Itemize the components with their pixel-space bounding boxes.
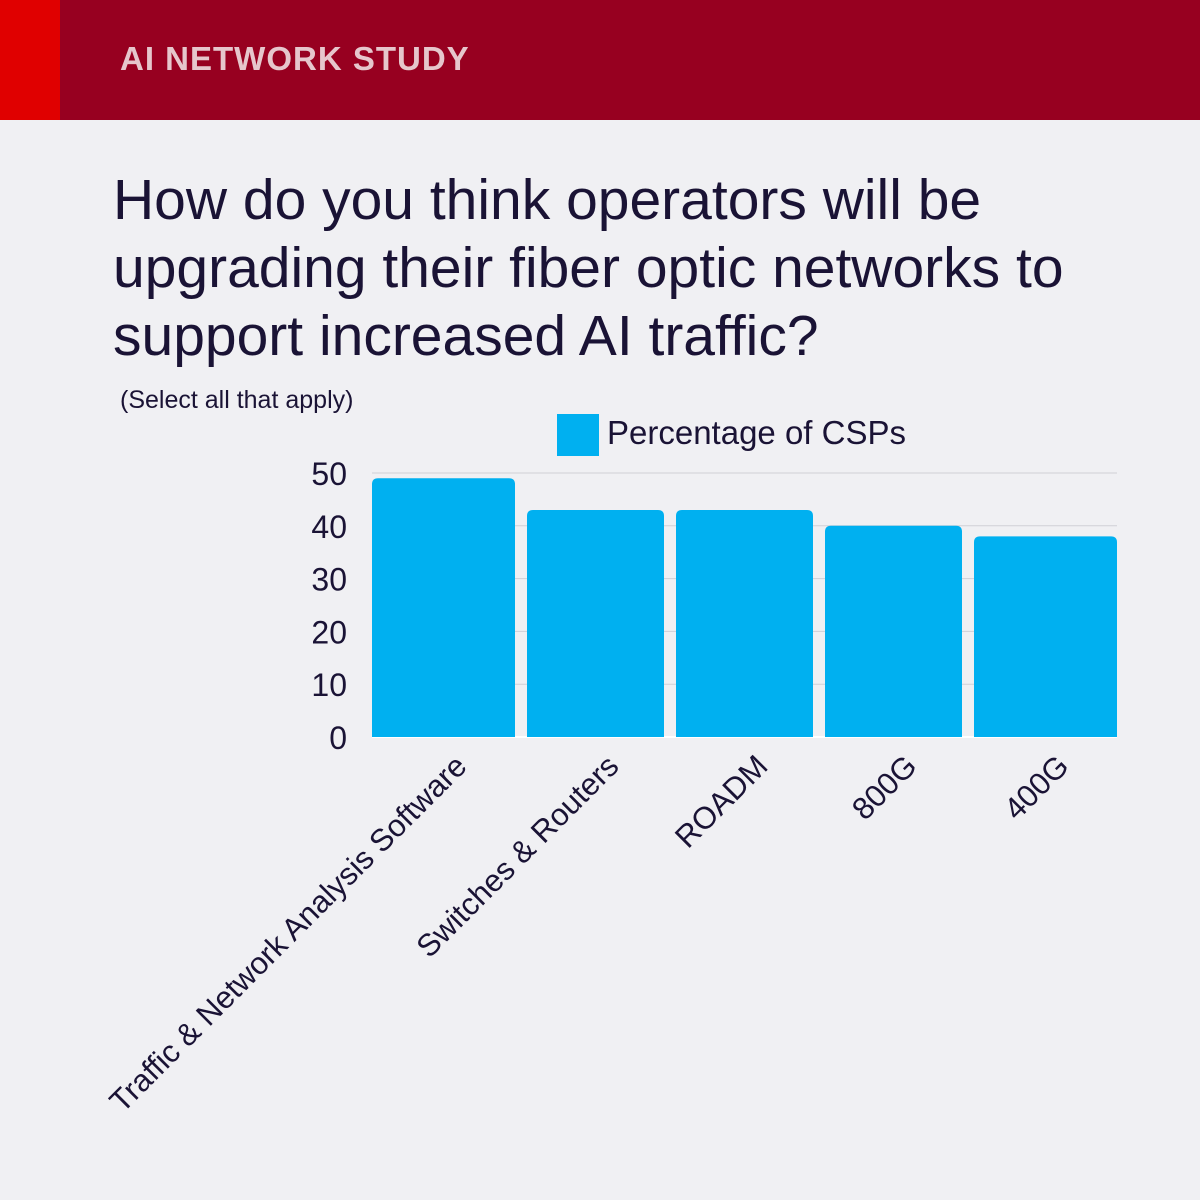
- x-tick-label: ROADM: [668, 748, 774, 854]
- select-all-note: (Select all that apply): [120, 386, 354, 414]
- header-accent-block: [0, 0, 60, 120]
- header-bar: [0, 0, 1200, 120]
- x-tick-label: 800G: [845, 748, 923, 826]
- y-tick-label: 0: [329, 720, 347, 756]
- x-axis-ticks: Traffic & Network Analysis SoftwareSwitc…: [103, 748, 1076, 1119]
- legend-swatch: [557, 414, 599, 456]
- y-tick-label: 40: [311, 509, 347, 545]
- question-title: How do you think operators will be upgra…: [113, 168, 1064, 368]
- legend-label: Percentage of CSPs: [607, 414, 906, 451]
- y-tick-label: 10: [311, 667, 347, 703]
- header-title: AI NETWORK STUDY: [120, 40, 470, 77]
- bar-400g: [974, 536, 1117, 737]
- bar-800g: [825, 525, 962, 737]
- bar-traffic-network-analysis-software: [372, 478, 515, 737]
- x-tick-label: 400G: [997, 748, 1075, 826]
- y-tick-label: 50: [311, 456, 347, 492]
- bar-switches-routers: [527, 509, 664, 737]
- y-axis-ticks: 0 10 20 30 40 50: [311, 456, 347, 756]
- y-tick-label: 20: [311, 614, 347, 650]
- bars: [372, 478, 1117, 737]
- bar-roadm: [676, 509, 813, 737]
- legend: Percentage of CSPs: [557, 414, 906, 456]
- y-tick-label: 30: [311, 562, 347, 598]
